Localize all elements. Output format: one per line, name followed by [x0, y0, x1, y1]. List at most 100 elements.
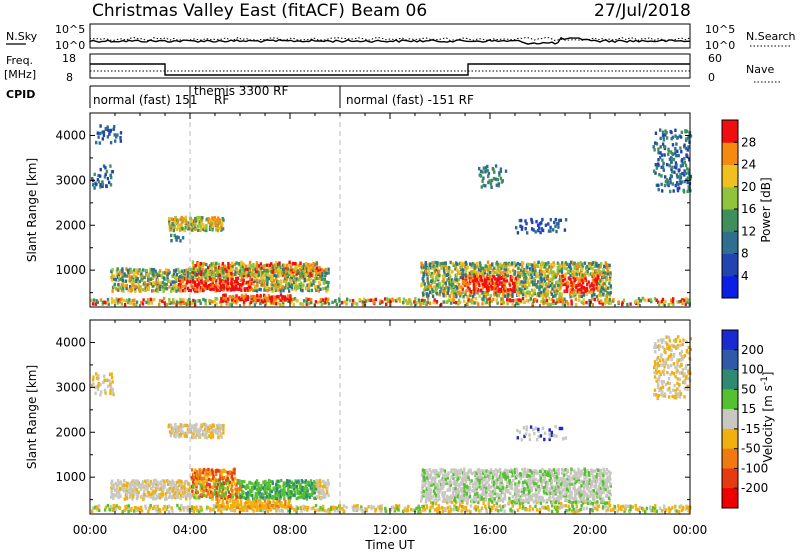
- power-cell: [672, 302, 675, 306]
- power-cell: [190, 222, 193, 227]
- power-cell: [507, 299, 510, 303]
- power-cell: [537, 228, 540, 233]
- power-cell: [487, 288, 490, 292]
- power-cell: [299, 263, 302, 268]
- power-cell: [192, 298, 195, 303]
- power-cell: [158, 273, 161, 277]
- power-cell: [593, 264, 596, 268]
- power-cell: [256, 282, 259, 287]
- power-cell: [252, 265, 255, 270]
- velocity-cell: [538, 507, 542, 512]
- power-cell: [571, 287, 574, 292]
- velocity-cell: [205, 436, 209, 440]
- power-cell: [433, 280, 436, 284]
- power-cell: [593, 277, 597, 281]
- power-cell: [578, 272, 581, 276]
- power-cell: [544, 287, 547, 291]
- power-cell: [421, 263, 424, 268]
- power-cell: [493, 288, 496, 292]
- velocity-cell: [226, 476, 229, 481]
- power-cell: [127, 288, 130, 292]
- power-cell: [451, 262, 454, 266]
- velocity-cell: [248, 493, 251, 497]
- power-cell: [667, 147, 670, 151]
- power-cell: [654, 163, 657, 167]
- velocity-cell: [166, 482, 170, 486]
- velocity-cell: [112, 486, 115, 490]
- velocity-cell: [353, 504, 356, 508]
- power-cell: [246, 267, 249, 271]
- power-cell: [583, 261, 587, 265]
- velocity-cell: [201, 486, 204, 490]
- velocity-cell: [111, 507, 114, 511]
- power-cell: [557, 286, 560, 291]
- velocity-cell: [178, 491, 181, 495]
- velocity-cell: [550, 509, 554, 514]
- power-cell: [513, 270, 517, 274]
- power-cell: [277, 294, 280, 299]
- power-cell: [686, 148, 689, 152]
- power-cell: [181, 280, 184, 284]
- velocity-cell: [149, 495, 152, 499]
- velocity-cell: [297, 479, 300, 483]
- velocity-cell: [253, 482, 256, 486]
- power-cell: [496, 263, 499, 267]
- power-cell: [185, 302, 189, 306]
- power-cell: [486, 164, 489, 169]
- power-cell: [450, 286, 453, 290]
- power-cell: [547, 229, 551, 233]
- velocity-cell: [297, 496, 300, 500]
- power-cell: [111, 268, 114, 272]
- power-cell: [479, 268, 483, 273]
- power-cell: [680, 130, 683, 134]
- power-cell: [174, 286, 177, 290]
- power-cell: [551, 265, 554, 269]
- power-cell: [145, 283, 148, 288]
- power-cell: [538, 293, 541, 298]
- power-cell: [481, 266, 484, 270]
- velocity-cell: [429, 495, 433, 499]
- velocity-cell: [180, 487, 184, 492]
- power-colorbar-segment-0: [722, 275, 738, 299]
- power-cell: [557, 270, 560, 275]
- velocity-cell: [423, 471, 426, 475]
- power-cell: [197, 228, 200, 232]
- velocity-cell: [159, 492, 162, 496]
- power-cell: [435, 300, 439, 304]
- velocity-cell: [380, 506, 383, 511]
- power-cell: [255, 261, 259, 265]
- power-cell: [504, 294, 507, 298]
- velocity-cell: [111, 479, 114, 483]
- velocity-cell: [452, 493, 455, 498]
- power-cell: [433, 266, 437, 270]
- power-cell: [182, 217, 185, 221]
- power-cell: [183, 269, 186, 273]
- velocity-cell: [112, 504, 115, 508]
- power-cell: [585, 292, 588, 296]
- velocity-cell: [286, 479, 289, 483]
- power-cell: [96, 178, 100, 182]
- power-cell: [512, 298, 515, 303]
- power-cell: [295, 286, 299, 290]
- power-cell: [556, 268, 559, 273]
- power-cell: [533, 279, 536, 283]
- power-cell: [230, 302, 234, 307]
- velocity-cell: [278, 503, 282, 508]
- velocity-cell: [297, 489, 300, 494]
- power-cell: [286, 294, 290, 298]
- power-cell: [297, 271, 300, 275]
- power-cell: [319, 274, 322, 278]
- power-cell: [198, 265, 201, 269]
- power-cell: [506, 301, 509, 306]
- power-cell: [556, 284, 560, 288]
- power-cell: [585, 300, 588, 305]
- power-cell: [531, 280, 534, 284]
- power-cell: [523, 300, 526, 304]
- velocity-cell: [163, 485, 166, 489]
- power-cell: [266, 288, 269, 293]
- velocity-cell: [152, 494, 155, 498]
- power-cell: [663, 145, 667, 149]
- velocity-cell: [269, 493, 272, 498]
- power-cell: [315, 272, 318, 277]
- velocity-cell: [211, 492, 214, 496]
